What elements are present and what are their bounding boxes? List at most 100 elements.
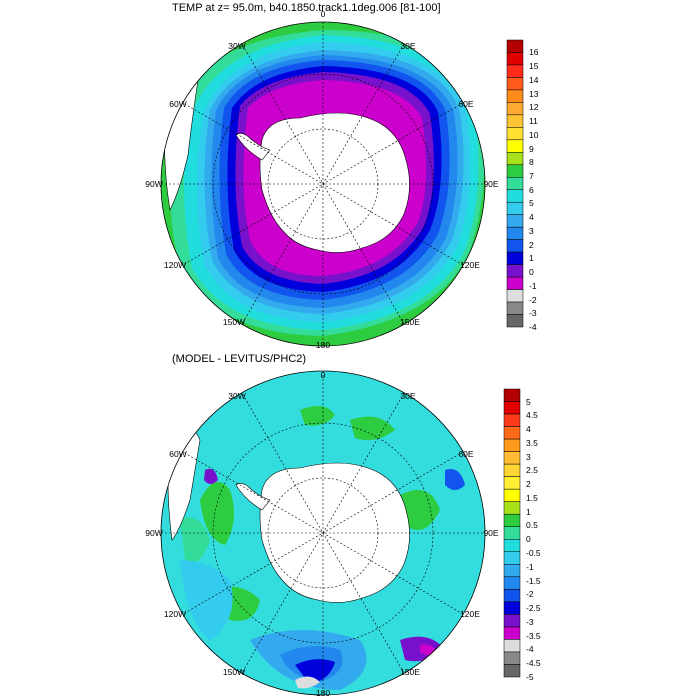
- bottom-colorbar-swatch: [503, 664, 521, 678]
- bottom-colorbar: [503, 388, 521, 678]
- bottom-colorbar-swatch: [503, 539, 521, 553]
- top-colorbar-swatch: [506, 52, 524, 66]
- bottom-graticule: [161, 371, 485, 695]
- top-lon-150w-label: 150W: [222, 317, 246, 327]
- top-colorbar-label: 15: [529, 61, 539, 72]
- bottom-colorbar-swatch: [503, 501, 521, 515]
- bottom-colorbar-label: 0: [526, 534, 531, 545]
- top-colorbar-swatch: [506, 226, 524, 240]
- top-colorbar-swatch: [506, 314, 524, 328]
- top-colorbar-label: 7: [529, 171, 534, 181]
- top-lon-90e-label: 90E: [483, 179, 499, 189]
- bottom-colorbar-swatch: [503, 601, 521, 615]
- top-graticule: [161, 22, 485, 346]
- bottom-lon-90w-label: 90W: [145, 528, 163, 538]
- bottom-colorbar-label: 1.5: [526, 492, 538, 503]
- top-colorbar-swatch: [506, 152, 524, 166]
- bottom-colorbar-swatch: [503, 526, 521, 540]
- bottom-green-patch-6: [350, 416, 395, 441]
- bottom-colorbar-swatch: [503, 401, 521, 415]
- bottom-purple-patch-2: [204, 468, 218, 484]
- top-colorbar-swatch: [506, 239, 524, 253]
- bottom-lon-30w-label: 30W: [228, 391, 246, 401]
- top-colorbar-label: 9: [529, 143, 534, 154]
- bottom-colorbar-label: 1: [526, 506, 531, 517]
- top-colorbar-swatch: [506, 289, 524, 303]
- top-colorbar-swatch: [506, 77, 524, 91]
- top-lon-30e-label: 30E: [400, 41, 416, 51]
- bottom-lon-150w-label: 150W: [222, 667, 246, 677]
- top-colorbar-swatch: [506, 189, 524, 203]
- bottom-colorbar-label: 0.5: [526, 520, 538, 531]
- bottom-colorbar-label: 3: [526, 451, 531, 462]
- top-colorbar-swatch: [506, 127, 524, 141]
- bottom-colorbar-swatch: [503, 639, 521, 653]
- top-colorbar-swatch: [506, 264, 524, 278]
- top-colorbar-label: -4: [529, 322, 537, 332]
- bottom-lon-90e-label: 90E: [483, 528, 499, 538]
- top-lon-30w-label: 30W: [228, 41, 246, 51]
- bottom-lon-120w-label: 120W: [163, 609, 187, 619]
- bottom-colorbar-swatch: [503, 388, 521, 402]
- bottom-colorbar-swatch: [503, 451, 521, 465]
- bottom-colorbar-swatch: [503, 438, 521, 452]
- top-colorbar-label: 16: [529, 47, 539, 58]
- bottom-colorbar-swatch: [503, 589, 521, 603]
- top-colorbar-label: 4: [529, 212, 534, 223]
- bottom-green-patch-4: [400, 490, 440, 530]
- bottom-colorbar-swatch: [503, 513, 521, 527]
- bottom-grey-patch: [295, 676, 320, 689]
- top-colorbar-swatch: [506, 276, 524, 290]
- bottom-colorbar-label: 5: [526, 396, 531, 407]
- bottom-colorbar-label: -4: [526, 644, 534, 655]
- bottom-lon-0-label: 0: [320, 370, 326, 380]
- top-colorbar-label: -1: [529, 280, 537, 291]
- top-colorbar-label: 5: [529, 198, 534, 209]
- top-colorbar-swatch: [506, 164, 524, 178]
- top-colorbar-label: 11: [529, 116, 538, 127]
- top-lon-150e-label: 150E: [400, 317, 420, 327]
- bottom-colorbar-swatch: [503, 626, 521, 640]
- bottom-darkblue-patch: [295, 659, 335, 684]
- bottom-colorbar-swatch: [503, 564, 521, 578]
- top-colorbar-label: -2: [529, 294, 537, 305]
- bottom-green-patch-1: [200, 482, 234, 545]
- bottom-lon-150e-label: 150E: [400, 667, 420, 677]
- bottom-colorbar-label: 3.5: [526, 437, 538, 448]
- bottom-colorbar-swatch: [503, 413, 521, 427]
- bottom-colorbar-label: -3: [526, 616, 534, 627]
- top-colorbar-swatch: [506, 201, 524, 215]
- top-peninsula: [235, 133, 271, 161]
- top-colorbar-label: 13: [529, 88, 539, 99]
- top-colorbar-label: 6: [529, 184, 534, 195]
- top-colorbar-swatch: [506, 214, 524, 228]
- bottom-colorbar-label: 4.5: [526, 410, 538, 421]
- top-colorbar-swatch: [506, 64, 524, 78]
- top-antarctica: [259, 112, 410, 253]
- bottom-lon-180-label: 180: [315, 688, 331, 698]
- top-lon-120w-label: 120W: [163, 260, 187, 270]
- bottom-colorbar-label: 2.5: [526, 465, 538, 476]
- top-lon-0-label: 0: [320, 9, 326, 19]
- top-colorbar-swatch: [506, 139, 524, 153]
- top-colorbar-label: 1: [529, 253, 534, 264]
- bottom-lon-60e-label: 60E: [458, 449, 474, 459]
- top-panel-title: TEMP at z= 95.0m, b40.1850.track1.1deg.0…: [172, 2, 441, 14]
- bottom-colorbar-label: -3.5: [526, 630, 541, 641]
- top-colorbar-label: -3: [529, 308, 537, 319]
- top-colorbar-label: 8: [529, 157, 534, 168]
- bottom-colorbar-swatch: [503, 488, 521, 502]
- top-lon-120e-label: 120E: [460, 260, 480, 270]
- bottom-purple-patch-3: [445, 469, 465, 490]
- top-colorbar-label: 2: [529, 239, 534, 250]
- top-colorbar-label: 14: [529, 74, 539, 85]
- bottom-teal-patch: [180, 517, 210, 563]
- top-lon-180-label: 180: [315, 340, 331, 350]
- top-colorbar: [506, 39, 524, 328]
- bottom-lon-30e-label: 30E: [400, 391, 416, 401]
- bottom-colorbar-label: 4: [526, 424, 531, 435]
- top-colorbar-swatch: [506, 102, 524, 116]
- bottom-green-patch-3: [300, 406, 335, 426]
- bottom-colorbar-label: -2.5: [526, 603, 541, 614]
- top-lon-60e-label: 60E: [458, 99, 474, 109]
